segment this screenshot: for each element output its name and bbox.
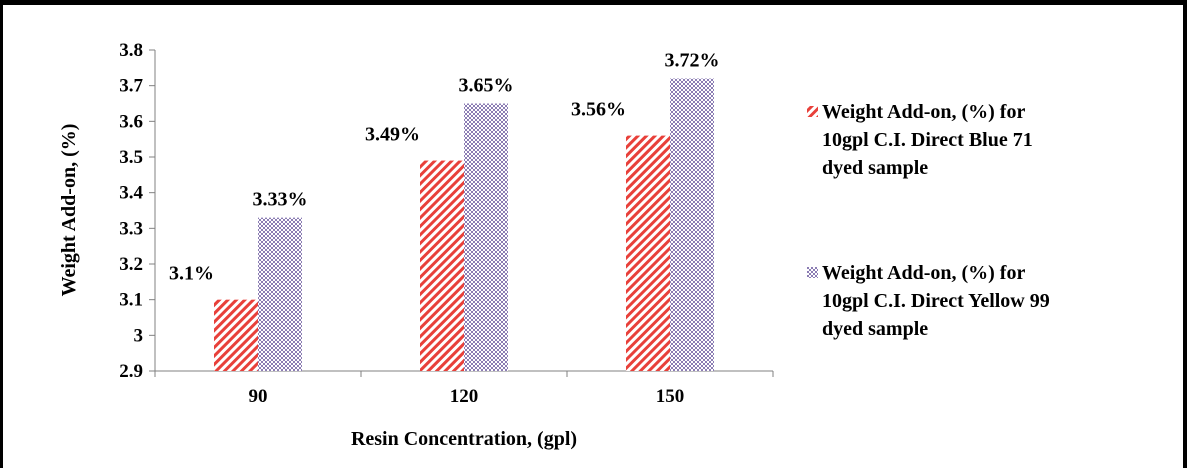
legend-label-blue-71-line-1: Weight Add-on, (%) for bbox=[822, 101, 1025, 123]
y-tick-label: 3.8 bbox=[119, 40, 143, 61]
y-tick-label: 3.3 bbox=[119, 218, 143, 239]
legend: Weight Add-on, (%) for 10gpl C.I. Direct… bbox=[807, 101, 1055, 340]
y-tick-label: 3.1 bbox=[119, 290, 143, 311]
y-tick-label: 3.7 bbox=[119, 76, 143, 97]
bar-chart: 2.9 3 3.1 3.2 3.3 3.4 3.5 3.6 3.7 3.8 90 120 150 3.… bbox=[58, 40, 1055, 450]
bar-yellow-99 bbox=[258, 217, 302, 371]
y-tick-label: 3.4 bbox=[119, 183, 143, 204]
legend-label-blue-71-line-2: 10gpl C.I. Direct Blue 71 bbox=[822, 129, 1033, 151]
x-category-label: 90 bbox=[249, 386, 268, 407]
y-tick-label: 3.5 bbox=[119, 147, 143, 168]
y-tick-label: 3.6 bbox=[119, 111, 143, 132]
y-ticks: 2.9 3 3.1 3.2 3.3 3.4 3.5 3.6 3.7 3.8 bbox=[119, 40, 155, 382]
data-label: 3.49% bbox=[365, 124, 420, 146]
legend-label-yellow-99-line-1: Weight Add-on, (%) for bbox=[822, 262, 1025, 284]
bar-blue-71 bbox=[626, 135, 670, 371]
y-tick-label: 3.2 bbox=[119, 254, 143, 275]
data-labels: 3.1% 3.49% 3.56% 3.33% 3.65% 3.72% bbox=[169, 50, 720, 285]
bar-blue-71 bbox=[420, 160, 464, 371]
data-label: 3.65% bbox=[459, 75, 514, 97]
y-tick-label: 3 bbox=[134, 325, 144, 346]
y-tick-label: 2.9 bbox=[119, 361, 143, 382]
data-label: 3.72% bbox=[665, 50, 720, 72]
x-ticks: 90 120 150 bbox=[154, 371, 774, 407]
legend-label-blue-71-line-3: dyed sample bbox=[822, 157, 928, 179]
bar-blue-71 bbox=[214, 299, 258, 371]
bar-yellow-99 bbox=[670, 78, 714, 372]
legend-label-yellow-99-line-2: 10gpl C.I. Direct Yellow 99 bbox=[822, 290, 1050, 312]
legend-swatch-blue-71 bbox=[807, 106, 818, 117]
x-category-label: 120 bbox=[450, 386, 479, 407]
bars bbox=[214, 78, 714, 372]
legend-label-yellow-99: Weight Add-on, (%) for 10gpl C.I. Direct… bbox=[822, 262, 1055, 340]
x-axis-title: Resin Concentration, (gpl) bbox=[351, 428, 577, 450]
data-label: 3.1% bbox=[169, 263, 214, 285]
x-category-label: 150 bbox=[656, 386, 685, 407]
legend-label-yellow-99-line-3: dyed sample bbox=[822, 318, 928, 340]
legend-label-blue-71: Weight Add-on, (%) for 10gpl C.I. Direct… bbox=[822, 101, 1038, 179]
y-axis-title: Weight Add-on, (%) bbox=[58, 124, 80, 297]
data-label: 3.33% bbox=[253, 189, 308, 211]
bar-yellow-99 bbox=[464, 103, 508, 371]
legend-swatch-yellow-99 bbox=[807, 267, 818, 278]
data-label: 3.56% bbox=[571, 99, 626, 121]
